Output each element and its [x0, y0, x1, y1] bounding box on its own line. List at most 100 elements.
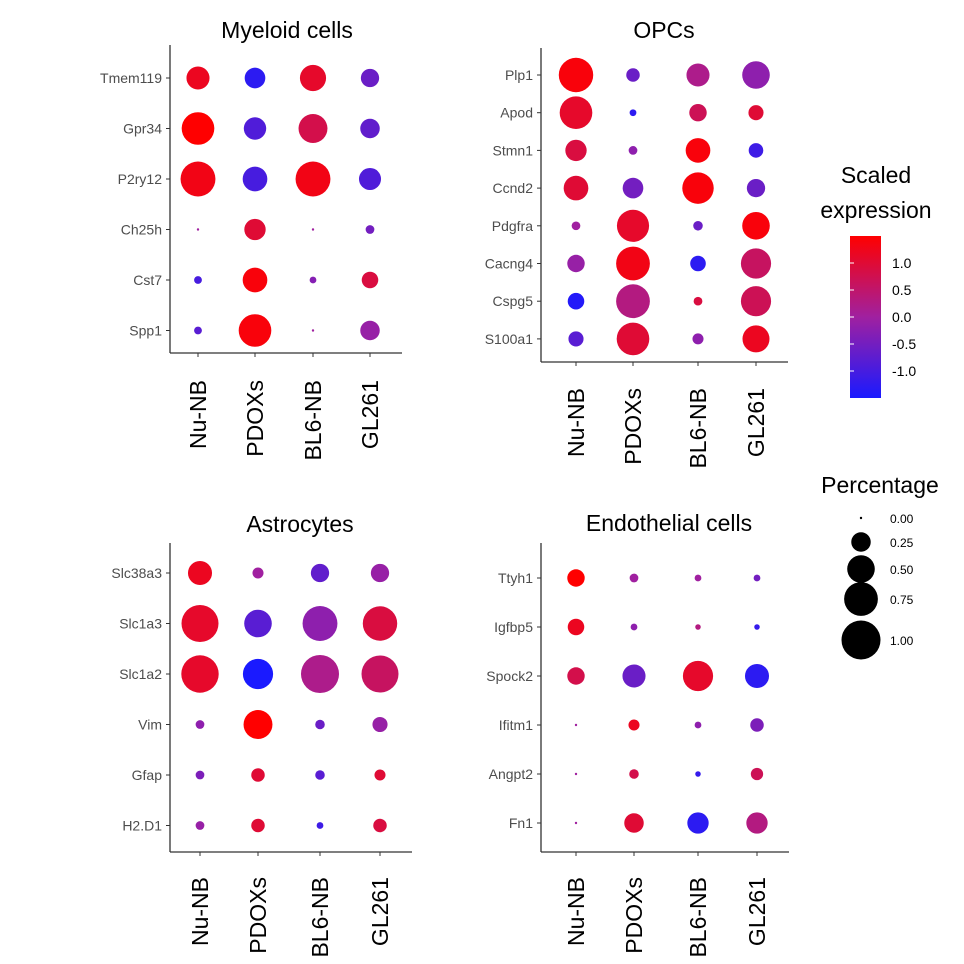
gene-label-Cspg5: Cspg5	[493, 293, 534, 309]
dot-Ifitm1-BL6-NB	[694, 721, 702, 729]
dot-Slc1a3-PDOXs	[244, 609, 272, 638]
color-tick-label: -0.5	[892, 336, 916, 352]
dot-Angpt2-BL6-NB	[695, 771, 701, 777]
dot-Fn1-GL261	[746, 812, 768, 834]
group-label-Nu-NB: Nu-NB	[563, 877, 589, 946]
dot-Slc38a3-PDOXs	[252, 567, 264, 579]
dot-Cspg5-Nu-NB	[567, 292, 585, 310]
dot-Ifitm1-PDOXs	[628, 719, 640, 731]
dot-Plp1-BL6-NB	[686, 63, 710, 87]
dot-Slc1a3-GL261	[362, 606, 398, 641]
color-tick-label: 1.0	[892, 255, 912, 271]
dot-Cacng4-Nu-NB	[567, 254, 585, 273]
dot-Gpr34-PDOXs	[243, 117, 267, 140]
dot-Ch25h-GL261	[365, 225, 375, 234]
dot-Pdgfra-BL6-NB	[693, 221, 703, 231]
size-legend-items: 0.00 0.25 0.50 0.75 1.00	[841, 512, 914, 660]
dot-Gfap-BL6-NB	[315, 770, 325, 780]
color-legend-bar	[850, 236, 881, 398]
group-label-GL261: GL261	[367, 877, 393, 946]
dot-Apod-PDOXs	[629, 109, 637, 117]
dot-Slc1a2-BL6-NB	[300, 654, 340, 694]
legend: Scaled expression 1.0 0.5 0.0 -0.5 -1.0 Perc…	[820, 162, 939, 660]
gene-label-Stmn1: Stmn1	[493, 142, 534, 158]
dot-Gfap-GL261	[374, 769, 386, 781]
dot-Apod-GL261	[748, 105, 764, 121]
group-label-PDOXs: PDOXs	[245, 877, 271, 954]
gene-label-Cst7: Cst7	[133, 272, 162, 288]
dot-Ch25h-PDOXs	[244, 218, 266, 241]
group-label-BL6-NB: BL6-NB	[685, 388, 711, 469]
dot-P2ry12-GL261	[358, 167, 382, 191]
dotplot-panel-3: Endothelial cells Ttyh1 Igfbp5 Spock2 Ifitm1…	[486, 510, 789, 958]
dot-Slc1a3-BL6-NB	[302, 606, 338, 641]
size-legend-label: 1.00	[890, 634, 914, 648]
dotplot-panel-0: Myeloid cells Tmem119 Gpr34 P2ry12 Ch25h Cst7…	[100, 17, 402, 461]
dot-Plp1-Nu-NB	[558, 57, 594, 93]
dot-H2.D1-BL6-NB	[316, 822, 324, 829]
group-label-Nu-NB: Nu-NB	[185, 380, 211, 449]
gene-label-H2.D1: H2.D1	[122, 818, 162, 834]
dot-Ch25h-Nu-NB	[196, 228, 200, 231]
dot-Ch25h-BL6-NB	[311, 228, 315, 231]
dot-Ifitm1-Nu-NB	[574, 723, 578, 727]
dot-S100a1-GL261	[742, 325, 770, 353]
gene-label-S100a1: S100a1	[485, 331, 533, 347]
gene-label-Igfbp5: Igfbp5	[494, 619, 533, 635]
dot-P2ry12-BL6-NB	[295, 161, 331, 197]
dotplot-panels: Myeloid cells Tmem119 Gpr34 P2ry12 Ch25h Cst7…	[100, 17, 789, 958]
gene-label-Spock2: Spock2	[486, 668, 533, 684]
group-label-PDOXs: PDOXs	[620, 388, 646, 465]
dot-Ttyh1-Nu-NB	[567, 569, 585, 587]
dot-Pdgfra-GL261	[742, 212, 770, 240]
dot-Spp1-GL261	[360, 320, 380, 341]
size-legend-dot	[841, 620, 881, 660]
dot-H2.D1-Nu-NB	[195, 821, 205, 830]
gene-label-Tmem119: Tmem119	[100, 70, 162, 86]
gene-label-Plp1: Plp1	[505, 67, 533, 83]
dot-Ttyh1-GL261	[753, 574, 761, 582]
dot-Cst7-BL6-NB	[309, 276, 317, 284]
size-legend-dot	[851, 532, 871, 552]
dot-Spp1-BL6-NB	[311, 329, 315, 332]
gene-label-Spp1: Spp1	[129, 323, 162, 339]
dot-Vim-Nu-NB	[195, 720, 205, 729]
gene-label-Slc1a2: Slc1a2	[119, 666, 162, 682]
group-label-BL6-NB: BL6-NB	[300, 380, 326, 461]
size-legend-dot	[859, 516, 863, 520]
group-label-BL6-NB: BL6-NB	[685, 877, 711, 958]
dot-Igfbp5-PDOXs	[630, 623, 638, 631]
dot-Plp1-PDOXs	[626, 68, 640, 82]
dot-Spock2-PDOXs	[622, 664, 646, 688]
dot-Cacng4-PDOXs	[616, 246, 650, 281]
size-legend-label: 0.75	[890, 593, 914, 607]
gene-label-Angpt2: Angpt2	[489, 766, 534, 782]
dot-Ifitm1-GL261	[750, 718, 764, 732]
group-label-Nu-NB: Nu-NB	[563, 388, 589, 457]
dot-Slc1a3-Nu-NB	[181, 605, 219, 642]
dot-S100a1-Nu-NB	[568, 331, 584, 347]
dot-Gpr34-GL261	[360, 118, 380, 139]
dot-Fn1-BL6-NB	[687, 812, 709, 834]
group-label-PDOXs: PDOXs	[621, 877, 647, 954]
dot-Slc38a3-Nu-NB	[187, 560, 213, 586]
dot-Spp1-Nu-NB	[194, 326, 202, 335]
gene-label-Ccnd2: Ccnd2	[493, 180, 534, 196]
gene-label-Slc1a3: Slc1a3	[119, 616, 162, 632]
dot-Angpt2-Nu-NB	[574, 772, 578, 776]
dot-Apod-Nu-NB	[559, 96, 593, 130]
gene-label-Pdgfra: Pdgfra	[492, 218, 533, 234]
dot-S100a1-PDOXs	[616, 322, 650, 356]
dot-Cspg5-PDOXs	[616, 284, 650, 319]
dot-P2ry12-PDOXs	[242, 166, 268, 192]
dot-S100a1-BL6-NB	[692, 333, 704, 345]
dot-Ccnd2-Nu-NB	[563, 175, 589, 201]
panel-title: Myeloid cells	[221, 17, 353, 43]
color-tick-label: 0.0	[892, 309, 912, 325]
dot-Fn1-PDOXs	[624, 813, 644, 833]
dot-Pdgfra-PDOXs	[616, 209, 650, 242]
group-label-BL6-NB: BL6-NB	[307, 877, 333, 958]
dot-Angpt2-PDOXs	[629, 769, 639, 779]
dot-Igfbp5-Nu-NB	[567, 618, 585, 636]
dot-Tmem119-BL6-NB	[299, 64, 327, 92]
